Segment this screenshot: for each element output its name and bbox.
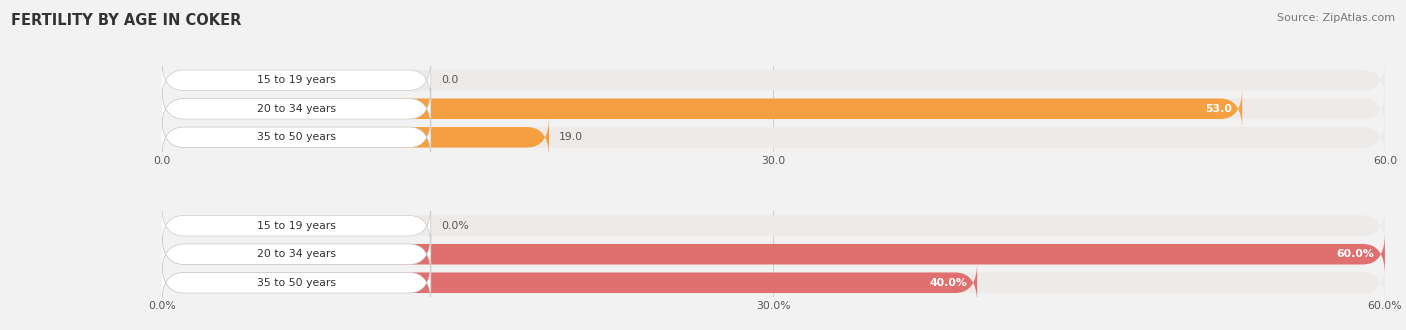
Text: 20 to 34 years: 20 to 34 years xyxy=(257,104,336,114)
Text: 0.0: 0.0 xyxy=(441,75,458,85)
FancyBboxPatch shape xyxy=(162,117,548,158)
FancyBboxPatch shape xyxy=(162,205,430,246)
Text: FERTILITY BY AGE IN COKER: FERTILITY BY AGE IN COKER xyxy=(11,13,242,28)
FancyBboxPatch shape xyxy=(162,205,1385,246)
FancyBboxPatch shape xyxy=(162,262,977,303)
FancyBboxPatch shape xyxy=(162,60,430,101)
Text: 0.0%: 0.0% xyxy=(441,221,468,231)
FancyBboxPatch shape xyxy=(162,234,1385,275)
Text: 35 to 50 years: 35 to 50 years xyxy=(257,278,336,288)
FancyBboxPatch shape xyxy=(162,88,1243,129)
Text: 40.0%: 40.0% xyxy=(929,278,967,288)
Text: 60.0%: 60.0% xyxy=(1337,249,1375,259)
FancyBboxPatch shape xyxy=(162,262,430,303)
Text: 15 to 19 years: 15 to 19 years xyxy=(257,75,336,85)
FancyBboxPatch shape xyxy=(162,88,430,129)
Text: 19.0: 19.0 xyxy=(560,132,583,142)
Text: 20 to 34 years: 20 to 34 years xyxy=(257,249,336,259)
Text: 35 to 50 years: 35 to 50 years xyxy=(257,132,336,142)
FancyBboxPatch shape xyxy=(162,88,1385,129)
Text: Source: ZipAtlas.com: Source: ZipAtlas.com xyxy=(1277,13,1395,23)
Text: 53.0: 53.0 xyxy=(1205,104,1232,114)
FancyBboxPatch shape xyxy=(162,117,1385,158)
FancyBboxPatch shape xyxy=(162,117,430,158)
FancyBboxPatch shape xyxy=(162,60,1385,101)
FancyBboxPatch shape xyxy=(162,234,430,275)
FancyBboxPatch shape xyxy=(162,262,1385,303)
FancyBboxPatch shape xyxy=(162,234,1385,275)
Text: 15 to 19 years: 15 to 19 years xyxy=(257,221,336,231)
